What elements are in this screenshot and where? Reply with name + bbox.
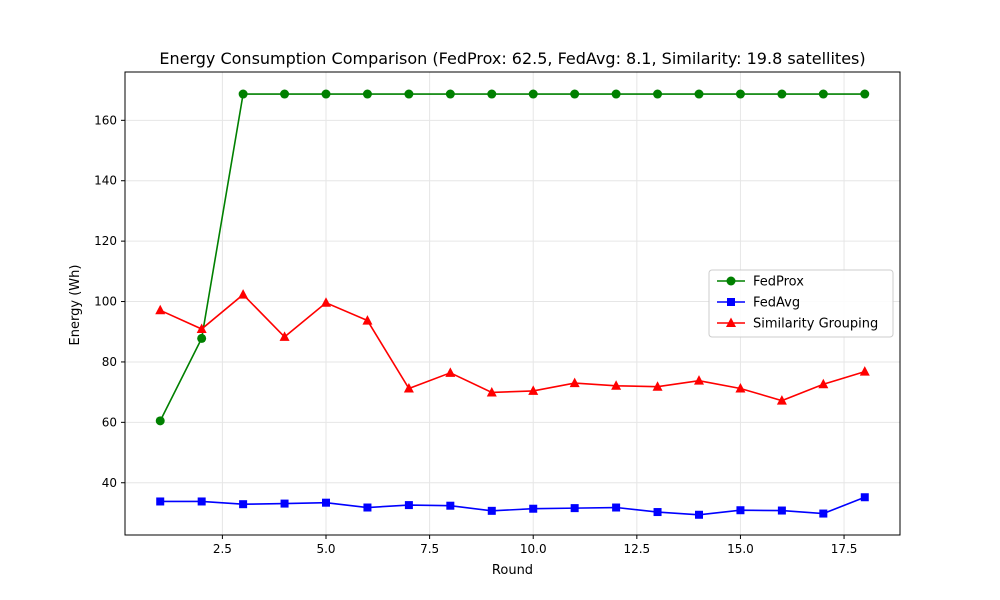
similarity-grouping-point	[279, 331, 290, 341]
similarity-grouping-point	[321, 297, 332, 307]
fedavg-point	[280, 499, 289, 508]
legend-marker-similarity-grouping	[726, 317, 736, 327]
similarity-grouping-point	[693, 375, 704, 385]
fedprox-line	[159, 93, 865, 422]
similarity-grouping-point	[445, 367, 456, 377]
legend-label-similarity-grouping: Similarity Grouping	[753, 317, 878, 332]
similarity-grouping-point	[403, 383, 414, 393]
fedprox-point	[321, 89, 331, 99]
similarity-grouping-point	[859, 366, 870, 376]
fedavg-point	[694, 510, 703, 519]
y-tick-label: 100	[94, 295, 117, 309]
fedavg-point	[777, 506, 786, 515]
fedavg-point	[446, 501, 455, 510]
y-axis-label: Energy (Wh)	[68, 265, 83, 346]
fedavg-line	[160, 496, 866, 516]
series-layer	[155, 89, 870, 519]
fedprox-point	[860, 89, 870, 99]
fedprox-point	[197, 333, 207, 343]
similarity-grouping-point	[196, 323, 207, 334]
fedprox-point	[445, 89, 455, 99]
fedavg-point	[487, 506, 496, 515]
legend-box	[708, 269, 894, 338]
fedavg-point	[736, 506, 745, 515]
x-tick-label: 12.5	[623, 542, 650, 556]
fedprox-point	[238, 89, 248, 99]
similarity-grouping-point	[486, 386, 497, 397]
fedavg-point	[197, 497, 206, 506]
x-tick-label: 2.5	[213, 542, 232, 556]
fedprox-point	[487, 89, 497, 99]
fedavg-point	[529, 504, 538, 513]
legend-marker-fedavg	[727, 298, 735, 306]
fedavg-point	[860, 493, 869, 502]
fedprox-point	[611, 89, 621, 99]
fedprox-point	[528, 89, 538, 99]
fedavg-point	[404, 501, 413, 510]
x-tick-label: 10.0	[520, 542, 547, 556]
fedprox-point	[280, 89, 290, 99]
x-axis-label: Round	[492, 563, 533, 578]
similarity-grouping-point	[818, 378, 829, 389]
y-tick-label: 120	[94, 234, 117, 248]
fedprox-point	[362, 89, 372, 99]
fedprox-point	[735, 89, 745, 99]
fedprox-point	[818, 89, 828, 99]
fedavg-point	[612, 503, 621, 512]
fedprox-point	[570, 89, 580, 99]
axis-ticks: 2.5 5.0 7.5 10.0 12.5 15.0 17.5 40 60 80 100 120 140…	[94, 113, 857, 556]
similarity-grouping-point	[569, 377, 580, 388]
y-tick-label: 140	[94, 174, 117, 188]
fedprox-point	[777, 89, 787, 99]
fedprox-point	[404, 89, 414, 99]
similarity-grouping-point	[735, 383, 746, 393]
fedavg-point	[322, 498, 331, 507]
legend-marker-fedprox	[726, 276, 736, 286]
x-tick-label: 7.5	[420, 542, 439, 556]
legend-label-fedprox: FedProx	[753, 275, 804, 290]
similarity-grouping-point	[611, 380, 622, 390]
similarity-grouping-point	[776, 395, 787, 405]
series-fedavg	[156, 493, 869, 519]
x-tick-label: 5.0	[316, 542, 335, 556]
fedprox-point	[653, 89, 663, 99]
series-fedprox	[155, 89, 870, 426]
similarity-grouping-point	[155, 304, 166, 315]
plot-frame	[124, 71, 901, 536]
fedavg-point	[653, 508, 662, 517]
similarity-grouping-point	[362, 315, 373, 325]
fedavg-point	[156, 497, 165, 506]
legend: FedProx FedAvg Similarity Grouping	[708, 269, 894, 338]
y-tick-label: 60	[102, 415, 117, 429]
fedprox-point	[694, 89, 704, 99]
fedavg-point	[239, 500, 248, 509]
y-tick-label: 80	[102, 355, 117, 369]
similarity-grouping-point	[652, 381, 663, 391]
legend-label-fedavg: FedAvg	[753, 296, 800, 311]
x-tick-label: 15.0	[727, 542, 754, 556]
fedavg-point	[570, 504, 579, 513]
series-similarity-grouping	[155, 289, 870, 405]
x-tick-label: 17.5	[831, 542, 858, 556]
y-tick-label: 160	[94, 113, 117, 127]
y-tick-label: 40	[102, 476, 117, 490]
similarity-grouping-point	[238, 289, 249, 299]
fedprox-point	[155, 416, 165, 426]
chart-title: Energy Consumption Comparison (FedProx: …	[159, 49, 865, 68]
fedavg-point	[819, 509, 828, 518]
similarity-grouping-line	[159, 293, 866, 402]
similarity-grouping-point	[528, 385, 539, 395]
fedavg-point	[363, 503, 372, 512]
